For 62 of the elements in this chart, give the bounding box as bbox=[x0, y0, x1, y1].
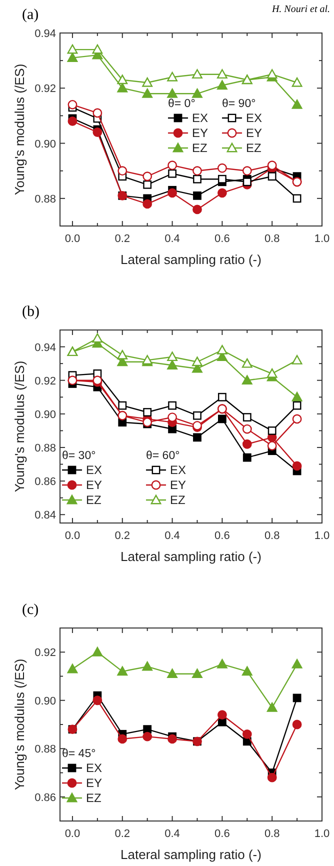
legend-label: EY bbox=[192, 126, 208, 140]
x-tick-label: 0.0 bbox=[64, 828, 80, 840]
y-axis-title: Young's modulus (/ES) bbox=[12, 64, 27, 196]
y-tick-label: 0.90 bbox=[34, 695, 56, 708]
y-tick-label: 0.94 bbox=[34, 342, 56, 354]
y-tick-label: 0.88 bbox=[34, 193, 56, 206]
x-axis-title: Lateral sampling ratio (-) bbox=[120, 549, 262, 564]
y-tick-label: 0.92 bbox=[34, 83, 56, 96]
y-tick-label: 0.94 bbox=[34, 28, 56, 40]
y-tick-label: 0.90 bbox=[34, 138, 56, 150]
annotation: θ= 0° bbox=[168, 98, 196, 110]
x-tick-label: 0.8 bbox=[264, 233, 280, 245]
x-axis-title: Lateral sampling ratio (-) bbox=[120, 252, 262, 267]
legend-label: EX bbox=[170, 463, 186, 477]
chart-title: (b) bbox=[22, 304, 40, 320]
annotation: θ= 30° bbox=[62, 450, 96, 462]
x-tick-label: 0.2 bbox=[114, 233, 130, 245]
annotation: θ= 90° bbox=[222, 98, 256, 110]
x-tick-label: 0.2 bbox=[114, 530, 130, 542]
legend-label: EZ bbox=[246, 141, 262, 155]
y-tick-label: 0.86 bbox=[34, 476, 56, 488]
y-tick-label: 0.92 bbox=[34, 375, 56, 388]
x-tick-label: 0.8 bbox=[264, 530, 280, 542]
x-tick-label: 0.6 bbox=[214, 530, 230, 542]
legend-label: EX bbox=[246, 111, 262, 125]
legend-label: EZ bbox=[170, 493, 186, 507]
x-tick-label: 0.6 bbox=[214, 828, 230, 840]
y-tick-label: 0.90 bbox=[34, 408, 56, 421]
legend-label: EZ bbox=[86, 791, 102, 805]
x-tick-label: 0.0 bbox=[64, 233, 80, 245]
x-tick-label: 1.0 bbox=[314, 233, 330, 245]
y-tick-label: 0.86 bbox=[34, 792, 56, 804]
legend-label: EY bbox=[246, 126, 262, 140]
x-tick-label: 0.6 bbox=[214, 233, 230, 245]
x-tick-label: 1.0 bbox=[314, 530, 330, 542]
y-tick-label: 0.88 bbox=[34, 744, 56, 756]
legend-label: EX bbox=[86, 463, 102, 477]
x-tick-label: 0.8 bbox=[264, 828, 280, 840]
chart-title: (a) bbox=[22, 7, 39, 23]
annotation: θ= 60° bbox=[146, 450, 180, 462]
y-tick-label: 0.88 bbox=[34, 442, 56, 454]
text: H. Nouri et al. bbox=[270, 4, 330, 15]
x-tick-label: 0.4 bbox=[164, 828, 180, 840]
y-tick-label: 0.84 bbox=[34, 510, 56, 522]
legend-label: EZ bbox=[192, 141, 208, 155]
x-tick-label: 0.2 bbox=[114, 828, 130, 840]
x-tick-label: 1.0 bbox=[314, 828, 330, 840]
y-tick-label: 0.92 bbox=[34, 647, 56, 660]
legend-label: EY bbox=[86, 478, 102, 492]
y-axis-title: Young's modulus (/ES) bbox=[12, 360, 27, 492]
x-tick-label: 0.0 bbox=[64, 530, 80, 542]
x-tick-label: 0.4 bbox=[164, 530, 180, 542]
legend-label: EY bbox=[86, 776, 102, 790]
legend-label: EY bbox=[170, 478, 186, 492]
annotation: θ= 45° bbox=[62, 748, 96, 760]
x-axis-title: Lateral sampling ratio (-) bbox=[120, 847, 262, 862]
y-axis-title: Young's modulus (/ES) bbox=[12, 658, 27, 790]
legend-label: EX bbox=[192, 111, 208, 125]
legend-label: EZ bbox=[86, 493, 102, 507]
legend-label: EX bbox=[86, 761, 102, 775]
x-tick-label: 0.4 bbox=[164, 233, 180, 245]
chart-title: (c) bbox=[22, 602, 39, 618]
